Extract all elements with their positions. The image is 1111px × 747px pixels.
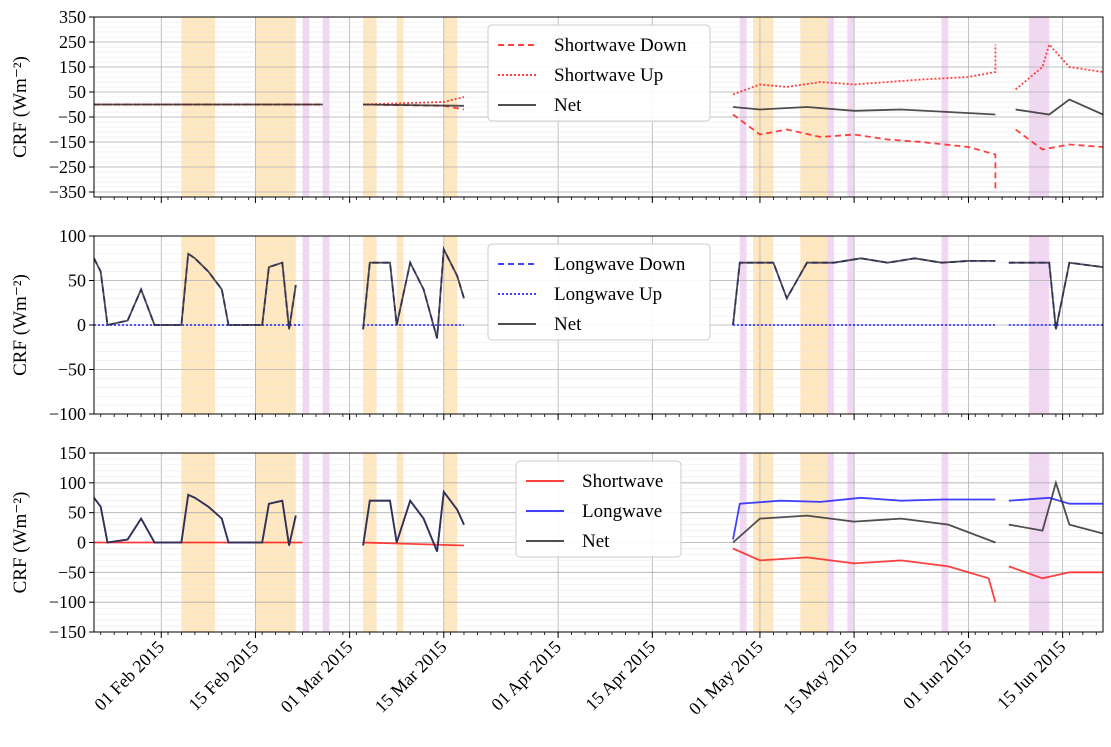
series-lines — [94, 479, 1103, 603]
y-tick-label: 100 — [59, 226, 86, 246]
legend: Longwave Down Longwave Up Net — [487, 243, 711, 341]
y-tick-label: 50 — [68, 271, 86, 291]
series-line-longwave-down — [1008, 261, 1103, 330]
panel-3: −150 −100 −50 0 50 100 150 CRF (Wm⁻²) Shortwave L… — [10, 443, 1104, 642]
y-tick-label: −50 — [58, 562, 86, 582]
y-tick-label: 350 — [59, 7, 86, 27]
series-line-net — [1008, 479, 1103, 535]
legend-label: Net — [582, 531, 610, 552]
x-tick-label: 15 Mar 2015 — [371, 637, 451, 717]
y-tick-label: 0 — [77, 533, 86, 553]
legend-box — [487, 243, 711, 341]
legend-label: Net — [554, 314, 582, 335]
legend-box — [487, 24, 711, 122]
series-line-net — [94, 252, 297, 330]
series-line-net — [732, 514, 996, 544]
legend-label: Net — [554, 95, 582, 116]
series-line-net — [1008, 261, 1103, 330]
series-line-net — [363, 103, 465, 107]
series-line-shortwave-down — [1015, 128, 1103, 151]
series-line-shortwave-up — [363, 96, 465, 106]
series-lines — [94, 42, 1103, 192]
legend: Shortwave Longwave Net — [515, 460, 682, 558]
y-tick-label: −100 — [49, 592, 86, 612]
x-tick-label: 01 Apr 2015 — [487, 637, 565, 715]
series-line-longwave — [1008, 496, 1103, 505]
y-tick-label: −150 — [49, 622, 86, 642]
x-tick-label: 15 May 2015 — [779, 637, 861, 719]
series-line-net — [362, 245, 465, 339]
y-axis-label: CRF (Wm⁻²) — [10, 274, 31, 376]
x-tick-label: 01 Mar 2015 — [277, 637, 357, 717]
y-tick-label: 100 — [59, 473, 86, 493]
y-tick-label: −100 — [49, 404, 86, 424]
series-line-net — [1015, 98, 1103, 116]
series-lines — [94, 245, 1103, 339]
series-line-shortwave — [363, 541, 465, 547]
legend-label: Longwave Up — [554, 284, 662, 305]
legend-label: Shortwave Up — [554, 65, 663, 86]
legend-label: Longwave Down — [554, 254, 686, 275]
series-line-shortwave — [732, 547, 997, 603]
series-line-net — [362, 489, 465, 552]
y-tick-label: −350 — [49, 182, 86, 202]
y-axis-label: CRF (Wm⁻²) — [10, 56, 31, 158]
y-tick-label: −150 — [49, 132, 86, 152]
legend-box — [515, 460, 682, 558]
x-tick-label: 15 Apr 2015 — [581, 637, 659, 715]
y-tick-label: 250 — [59, 32, 86, 52]
x-tick-label: 15 Feb 2015 — [184, 637, 262, 715]
y-tick-label: −50 — [58, 107, 86, 127]
legend-label: Shortwave Down — [554, 35, 687, 56]
y-axis-label: CRF (Wm⁻²) — [10, 492, 31, 594]
y-tick-label: −50 — [58, 360, 86, 380]
legend: Shortwave Down Shortwave Up Net — [487, 24, 711, 122]
y-tick-label: 50 — [68, 82, 86, 102]
series-line-longwave — [732, 496, 996, 540]
y-tick-label: 50 — [68, 503, 86, 523]
series-line-net — [94, 493, 297, 546]
x-tick-label: 15 Jun 2015 — [993, 637, 1069, 713]
y-tick-label: 150 — [59, 443, 86, 463]
legend-label: Shortwave — [582, 471, 663, 492]
series-line-shortwave-up — [1015, 42, 1103, 91]
x-tick-label: 01 Jun 2015 — [899, 637, 975, 713]
y-tick-label: −250 — [49, 157, 86, 177]
series-line-net — [732, 106, 996, 116]
series-line-shortwave — [1008, 565, 1103, 580]
x-tick-label: 01 May 2015 — [685, 637, 767, 719]
series-line-net — [732, 257, 996, 326]
legend-label: Longwave — [582, 501, 662, 522]
y-tick-label: 0 — [77, 315, 86, 335]
series-line-shortwave-up — [732, 44, 997, 96]
panel-1: −350 −250 −150 −50 50 150 250 350 CRF (Wm⁻²) Shor… — [10, 7, 1104, 203]
y-tick-label: 150 — [59, 57, 86, 77]
x-tick-label: 01 Feb 2015 — [90, 637, 168, 715]
